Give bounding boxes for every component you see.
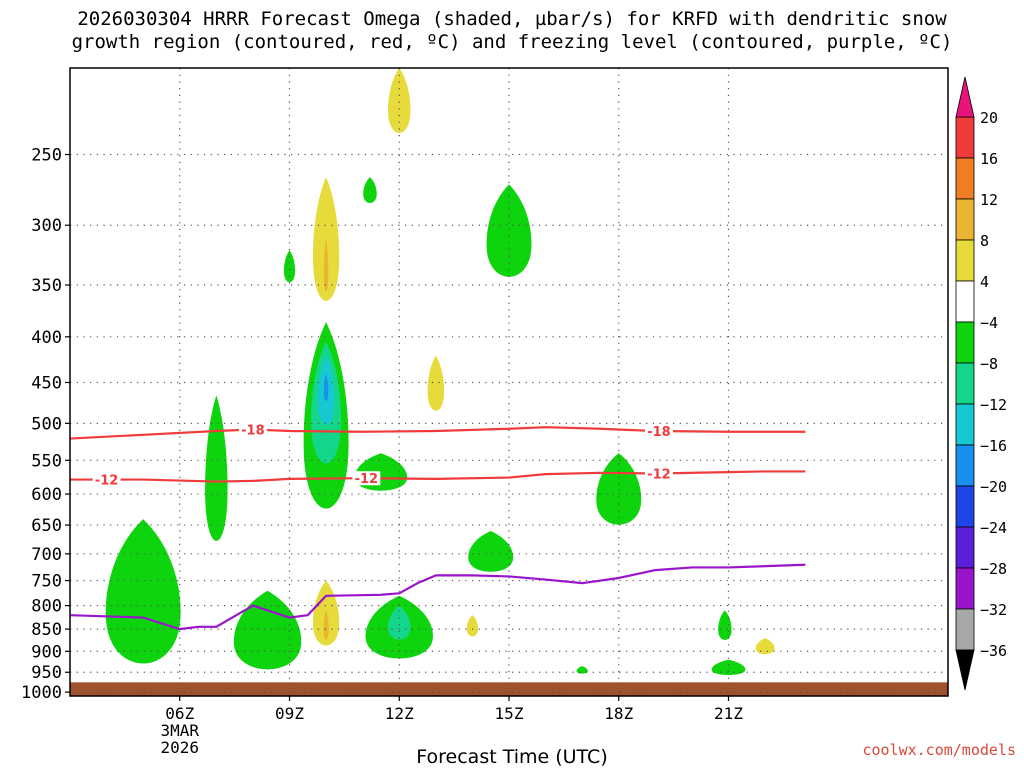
- x-tick-label-06Z: 06Z: [165, 704, 194, 723]
- y-tick-label-850: 850: [31, 620, 62, 640]
- y-tick-label-700: 700: [31, 545, 62, 565]
- contour-label-0-1: -18: [647, 425, 671, 440]
- colorbar-label-2: 12: [980, 191, 998, 209]
- upward-motion-region-2: [205, 395, 228, 541]
- y-tick-label-300: 300: [31, 216, 62, 236]
- upward-motion-region-1: [233, 590, 302, 670]
- x-axis-label: Forecast Time (UTC): [416, 746, 608, 768]
- contours: -18 -18 -12 -12 -12: [70, 422, 806, 631]
- x-tick-label-21Z: 21Z: [714, 704, 743, 723]
- upward-motion-region-9: [363, 177, 377, 204]
- contour-label-bg-1-1: [352, 471, 381, 486]
- colorbar-bottom-arrow: [955, 649, 975, 691]
- y-tick-label-450: 450: [31, 373, 62, 393]
- downward-motion-region-24: [466, 615, 479, 637]
- colorbar-label-12: −32: [980, 601, 1007, 619]
- colorbar-bin-8: [955, 444, 975, 487]
- contour-label-bg-0-1: [644, 424, 673, 439]
- x-tick-sublabel-1: 2026: [160, 738, 199, 757]
- y-tick-label-250: 250: [31, 146, 62, 166]
- grid: [70, 68, 948, 696]
- colorbar-label-9: −20: [980, 478, 1007, 496]
- x-tick-label-15Z: 15Z: [495, 704, 524, 723]
- colorbar-label-6: −8: [980, 355, 998, 373]
- downward-motion-region-20: [323, 237, 329, 292]
- upward-motion-region-3: [283, 250, 296, 283]
- plot-area: [105, 68, 775, 675]
- contour-line-0: [70, 426, 806, 440]
- downward-motion-region-25: [755, 638, 775, 655]
- upward-motion-region-10: [486, 184, 532, 277]
- x-tick-sublabel-0: 3MAR: [160, 721, 199, 740]
- y-tick-label-550: 550: [31, 451, 62, 471]
- y-tick-label-650: 650: [31, 516, 62, 536]
- y-tick-label-400: 400: [31, 328, 62, 348]
- colorbar-top-arrow: [955, 76, 975, 118]
- axes: 2503003504004505005506006507007508008509…: [21, 67, 949, 757]
- colorbar-bin-6: [955, 362, 975, 405]
- y-tick-label-800: 800: [31, 597, 62, 617]
- contour-label-1-2: -12: [647, 467, 671, 482]
- contour-label-bg-1-0: [92, 472, 121, 487]
- credit-text: coolwx.com/models: [862, 741, 1016, 759]
- colorbar-label-0: 20: [980, 109, 998, 127]
- contour-label-0-0: -18: [241, 423, 265, 438]
- colorbar-bin-4: [955, 280, 975, 323]
- y-tick-label-750: 750: [31, 572, 62, 592]
- contour-label-bg-0-0: [238, 422, 267, 437]
- upward-motion-region-0: [105, 519, 181, 664]
- contour-label-1-1: -12: [355, 472, 379, 487]
- chart-title-line-2: growth region (contoured, red, ºC) and f…: [71, 31, 953, 53]
- x-tick-label-09Z: 09Z: [275, 704, 304, 723]
- colorbar-label-8: −16: [980, 437, 1007, 455]
- colorbar-bin-3: [955, 239, 975, 282]
- colorbar: 20 16 12 8 4 −4 −8 −12 −16 −20 −24 −28 −32 −36: [955, 76, 1007, 691]
- contour-label-bg-1-2: [644, 466, 673, 481]
- upward-motion-region-12: [388, 605, 411, 640]
- colorbar-bin-0: [955, 116, 975, 159]
- downward-motion-region-23: [323, 610, 329, 640]
- upward-motion-region-16: [711, 659, 746, 675]
- ground-surface: [70, 682, 948, 696]
- upward-motion-region-15: [718, 610, 732, 640]
- y-tick-label-350: 350: [31, 276, 62, 296]
- colorbar-bin-5: [955, 321, 975, 364]
- contour-label-1-0: -12: [95, 474, 119, 489]
- y-tick-label-900: 900: [31, 642, 62, 662]
- colorbar-bin-1: [955, 157, 975, 200]
- colorbar-label-1: 16: [980, 150, 998, 168]
- colorbar-bin-10: [955, 526, 975, 569]
- x-tick-label-12Z: 12Z: [385, 704, 414, 723]
- colorbar-bin-9: [955, 485, 975, 528]
- contour-line-1: [70, 470, 806, 483]
- downward-motion-region-21: [427, 355, 445, 411]
- colorbar-bin-2: [955, 198, 975, 241]
- y-tick-label-1000: 1000: [21, 683, 62, 703]
- downward-motion-region-18: [388, 68, 411, 133]
- x-tick-label-18Z: 18Z: [604, 704, 633, 723]
- colorbar-label-13: −36: [980, 642, 1007, 660]
- chart-title-line-1: 2026030304 HRRR Forecast Omega (shaded, …: [77, 8, 947, 30]
- upward-motion-region-13: [468, 531, 514, 572]
- colorbar-label-3: 8: [980, 232, 989, 250]
- surface-fill: [70, 682, 948, 696]
- y-tick-label-600: 600: [31, 485, 62, 505]
- y-tick-label-950: 950: [31, 663, 62, 683]
- colorbar-bin-11: [955, 567, 975, 610]
- colorbar-label-11: −28: [980, 560, 1007, 578]
- upward-motion-region-14: [596, 453, 642, 525]
- colorbar-bin-12: [955, 608, 975, 651]
- colorbar-label-5: −4: [980, 314, 998, 332]
- colorbar-label-7: −12: [980, 396, 1007, 414]
- y-tick-label-500: 500: [31, 414, 62, 434]
- colorbar-label-4: 4: [980, 273, 989, 291]
- contour-line-2: [70, 563, 806, 631]
- colorbar-bin-7: [955, 403, 975, 446]
- colorbar-label-10: −24: [980, 519, 1007, 537]
- upward-motion-region-7: [323, 373, 329, 402]
